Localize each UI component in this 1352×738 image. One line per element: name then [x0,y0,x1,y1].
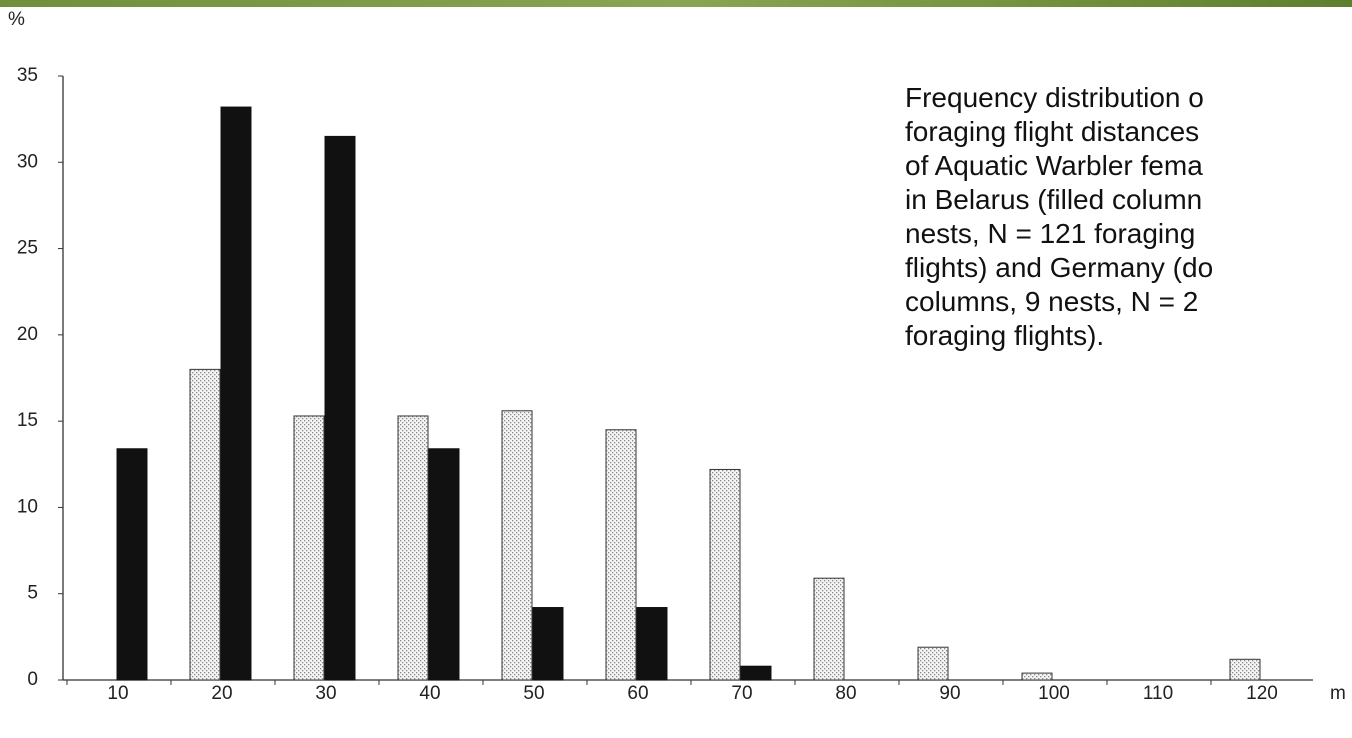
x-tick-label: 60 [627,683,648,704]
bar [293,415,325,681]
x-tick-label: 120 [1246,683,1278,704]
y-tick-label: 0 [27,669,38,690]
bar [1229,658,1261,681]
bar [605,429,637,681]
bar [501,410,533,681]
y-tick-label: 15 [17,410,38,431]
bar [532,607,564,681]
bar [709,468,741,681]
annotation-line: foraging flight distances [905,116,1199,147]
annotation-line: columns, 9 nests, N = 2 [905,286,1198,317]
bar [116,448,148,681]
x-tick-label: 90 [939,683,960,704]
annotation-line: Frequency distribution o [905,82,1204,113]
bar [189,368,221,681]
bar [813,577,845,681]
x-tick-label: 80 [835,683,856,704]
bar [428,448,460,681]
annotation-line: in Belarus (filled column [905,184,1202,215]
bar [740,665,772,681]
y-tick-label: 30 [17,151,38,172]
top-band [0,0,1352,7]
x-tick-label: 40 [419,683,440,704]
x-axis-label: m [1330,683,1346,704]
y-tick-label: 25 [17,238,38,259]
annotation-line: of Aquatic Warbler fema [905,150,1203,181]
bar [1021,672,1053,681]
bar [636,607,668,681]
y-tick-label: 20 [17,324,38,345]
annotation-line: foraging flights). [905,320,1104,351]
y-tick-label: 5 [27,583,38,604]
x-tick-label: 20 [211,683,232,704]
y-tick-label: 35 [17,65,38,86]
x-tick-label: 30 [315,683,336,704]
y-tick-label: 10 [17,496,38,517]
x-tick-label: 110 [1143,683,1173,704]
bar [397,415,429,681]
x-tick-label: 100 [1038,683,1070,704]
bar [220,106,252,681]
annotation-line: flights) and Germany (do [905,252,1213,283]
y-axis-label: % [8,9,25,30]
x-tick-label: 50 [523,683,544,704]
x-tick-label: 10 [107,683,128,704]
annotation-line: nests, N = 121 foraging [905,218,1195,249]
x-tick-label: 70 [731,683,752,704]
bar [324,135,356,681]
bar [917,646,949,681]
